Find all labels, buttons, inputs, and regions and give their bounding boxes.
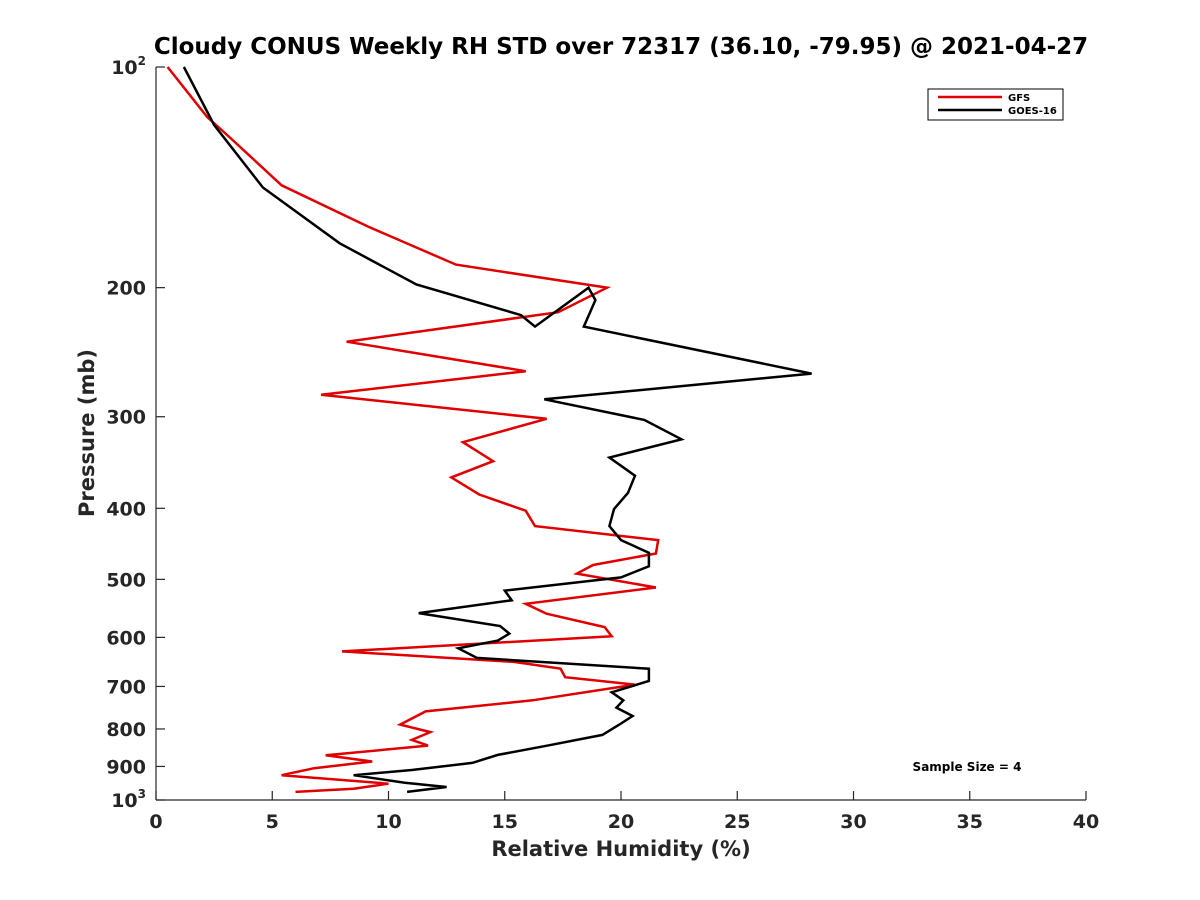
plot-area-background [156, 67, 1086, 800]
y-tick-label: 400 [106, 498, 146, 520]
x-tick-label: 5 [266, 811, 279, 833]
legend: GFS GOES-16 [927, 88, 1064, 121]
y-tick-label: 800 [106, 719, 146, 741]
x-tick-label: 35 [957, 811, 983, 833]
y-axis-ticks: 102 200 300 400 500 600 700 800 900 103 [106, 54, 165, 812]
x-tick-label: 25 [724, 811, 750, 833]
y-tick-label: 300 [106, 407, 146, 429]
y-tick-label: 700 [106, 676, 146, 698]
x-tick-label: 0 [149, 811, 162, 833]
x-tick-label: 30 [840, 811, 866, 833]
legend-label-goes-16: GOES-16 [1008, 106, 1057, 117]
series-line-goes-16 [182, 66, 812, 794]
x-tick-label: 40 [1073, 811, 1099, 833]
x-tick-label: 10 [375, 811, 401, 833]
legend-box [927, 88, 1064, 121]
x-tick-label: 15 [492, 811, 518, 833]
y-tick-label: 600 [106, 627, 146, 649]
x-axis-label: Relative Humidity (%) [491, 837, 750, 861]
series-lines [166, 66, 812, 794]
y-axis-label: Pressure (mb) [75, 349, 99, 517]
y-tick-label: 102 [111, 54, 146, 79]
x-axis-ticks: 0 5 10 15 20 25 30 35 40 [149, 791, 1099, 833]
y-tick-label: 200 [106, 278, 146, 300]
y-tick-label: 900 [106, 756, 146, 778]
series-line-gfs [166, 66, 660, 794]
y-tick-label: 500 [106, 569, 146, 591]
sample-size-annotation: Sample Size = 4 [913, 760, 1022, 774]
legend-label-gfs: GFS [1008, 93, 1030, 104]
y-tick-label: 103 [111, 787, 146, 812]
x-tick-label: 20 [608, 811, 634, 833]
chart-title: Cloudy CONUS Weekly RH STD over 72317 (3… [154, 34, 1088, 60]
